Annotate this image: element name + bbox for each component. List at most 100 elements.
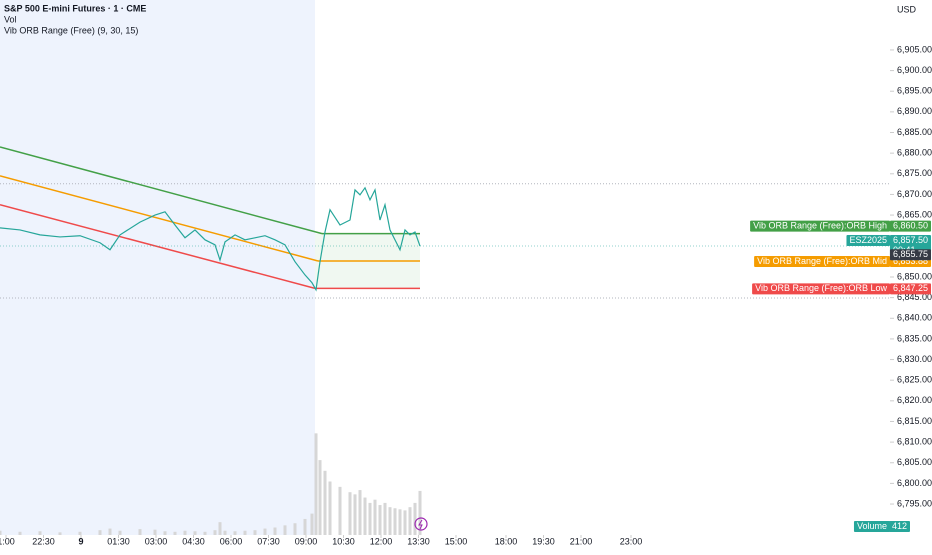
volume-bar	[98, 530, 102, 535]
currency: USD	[897, 4, 917, 14]
orb-name-badge-text: Vib ORB Range (Free):ORB High	[753, 221, 887, 231]
volume-bar	[353, 494, 357, 535]
y-tick-label: 6,805.00	[897, 457, 932, 467]
volume-bar	[118, 530, 122, 535]
volume-bar	[363, 497, 367, 535]
x-tick-label: 9	[78, 536, 83, 546]
marker-price-badge: 6,855.75	[889, 249, 931, 261]
volume-name-badge: Volume	[853, 521, 890, 532]
volume-bar	[193, 531, 197, 535]
price-line	[0, 186, 421, 292]
volume-name-badge-bg	[853, 521, 890, 532]
y-tick-label: 6,850.00	[897, 271, 932, 281]
volume-bar	[408, 507, 412, 535]
symbol-badge-text: ESZ2025	[849, 235, 887, 245]
volume-bar	[253, 530, 257, 535]
y-tick-label: 6,875.00	[897, 168, 932, 178]
y-tick-label: 6,870.00	[897, 189, 932, 199]
orb-value-badge-text: 6,860.50	[893, 221, 928, 231]
x-tick-label: 21:00	[570, 536, 593, 546]
y-tick-label: 6,810.00	[897, 436, 932, 446]
x-tick-label: 23:00	[620, 536, 643, 546]
volume-bar	[398, 509, 402, 535]
y-tick-label: 6,795.00	[897, 498, 932, 508]
volume-bar	[338, 486, 342, 535]
y-tick-label: 6,900.00	[897, 65, 932, 75]
volume-bar	[78, 531, 82, 535]
volume-bar	[318, 460, 322, 535]
volume-bar	[108, 528, 112, 535]
marker-price-badge-bg	[889, 249, 931, 261]
orb-name-badge: Vib ORB Range (Free):ORB Mid	[754, 256, 890, 267]
symbol-badge-bg	[846, 235, 890, 247]
volume-bar	[58, 532, 62, 535]
orb-value-badge-bg	[889, 220, 931, 232]
volume-bar	[310, 513, 314, 535]
volume-bar	[403, 510, 407, 535]
volume-bar	[203, 531, 207, 535]
orb-value-badge: 6,847.25	[889, 283, 931, 295]
x-tick-label: 22:30	[32, 536, 55, 546]
volume-bar	[0, 530, 2, 535]
volume-value-badge-bg	[888, 521, 910, 532]
volume-bar	[383, 502, 387, 535]
volume-bar	[138, 529, 142, 535]
indicator-orb[interactable]: Vib ORB Range (Free) (9, 30, 15)	[4, 25, 138, 35]
y-tick-label: 6,825.00	[897, 375, 932, 385]
y-tick-label: 6,840.00	[897, 313, 932, 323]
volume-bar	[153, 529, 157, 535]
orb-value-badge: 6,860.50	[889, 220, 931, 232]
volume-bar	[413, 502, 417, 535]
volume-bar	[314, 433, 318, 535]
y-tick-label: 6,890.00	[897, 106, 932, 116]
orb-value-badge-text: 6,853.88	[893, 256, 928, 266]
volume-value-badge: 412	[888, 521, 910, 532]
orb-name-badge-bg	[752, 283, 890, 295]
x-tick-label: 07:30	[257, 536, 280, 546]
orb-name-badge: Vib ORB Range (Free):ORB High	[750, 221, 890, 232]
volume-bar	[273, 527, 277, 535]
orb-trend-line	[0, 146, 323, 235]
event-icon[interactable]	[414, 517, 428, 531]
volume-bar	[373, 499, 377, 535]
orb-name-badge: Vib ORB Range (Free):ORB Low	[752, 283, 890, 295]
volume-value-badge-text: 412	[892, 521, 907, 531]
volume-bar	[173, 531, 177, 535]
volume-bar	[293, 523, 297, 535]
orb-trend-line	[0, 175, 319, 262]
volume-bar	[388, 507, 392, 535]
y-tick-label: 6,835.00	[897, 333, 932, 343]
y-tick-label: 6,905.00	[897, 44, 932, 54]
x-tick-label: 15:00	[445, 536, 468, 546]
volume-bar	[218, 522, 222, 535]
x-tick-label: 04:30	[182, 536, 205, 546]
marker-price-badge-text: 6,855.75	[893, 249, 928, 259]
indicator-vol[interactable]: Vol	[4, 14, 17, 24]
orb-trend-line	[0, 204, 316, 290]
chart-title: S&P 500 E-mini Futures · 1 · CME	[4, 3, 146, 13]
volume-bar	[418, 490, 422, 535]
volume-bar	[38, 531, 42, 535]
volume-bar	[368, 502, 372, 535]
volume-bar	[18, 531, 22, 535]
volume-bar	[163, 531, 167, 535]
y-tick-label: 6,815.00	[897, 416, 932, 426]
y-tick-label: 6,880.00	[897, 148, 932, 158]
x-tick-label: 13:30	[407, 536, 430, 546]
y-tick-label: 6,865.00	[897, 209, 932, 219]
orb-name-badge-text: Vib ORB Range (Free):ORB Mid	[757, 256, 887, 266]
x-tick-label: 10:30	[332, 536, 355, 546]
y-tick-label: 6,820.00	[897, 395, 932, 405]
volume-bar	[348, 492, 352, 535]
plot-area	[0, 0, 891, 535]
x-tick-label: 09:00	[295, 536, 318, 546]
volume-bar	[183, 530, 187, 535]
x-tick-label: 19:30	[532, 536, 555, 546]
x-tick-label: 06:00	[220, 536, 243, 546]
x-tick-label: 12:00	[370, 536, 393, 546]
orb-name-badge-bg	[750, 220, 890, 232]
y-tick-label: 6,845.00	[897, 292, 932, 302]
orb-name-badge-text: Vib ORB Range (Free):ORB Low	[755, 283, 887, 293]
orb-value-badge-text: 6,847.25	[893, 283, 928, 293]
